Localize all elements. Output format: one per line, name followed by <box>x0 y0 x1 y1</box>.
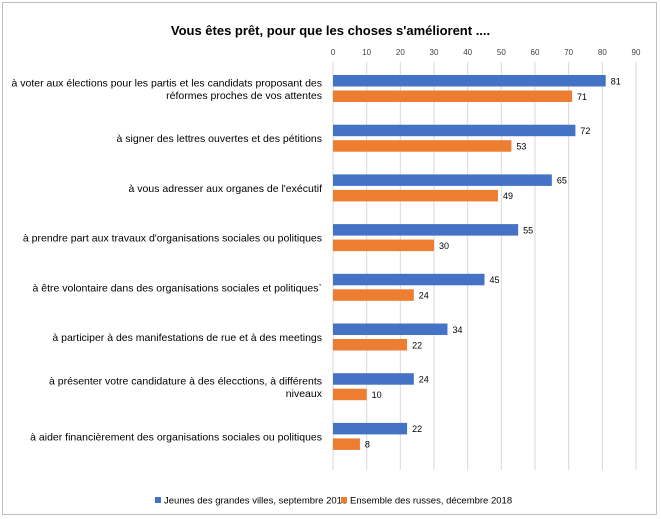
legend-label: Jeunes des grandes villes, septembre 201… <box>164 496 347 507</box>
category-label: niveaux <box>286 388 323 400</box>
data-label: 24 <box>419 291 429 301</box>
data-label: 24 <box>419 374 429 384</box>
x-tick-label: 20 <box>396 48 405 57</box>
data-label: 53 <box>516 141 526 151</box>
legend-label: Ensemble des russes, décembre 2018 <box>350 496 512 507</box>
bar-ensemble <box>333 388 367 401</box>
data-label: 49 <box>503 191 513 201</box>
bar-jeunes <box>333 422 408 435</box>
data-label: 71 <box>577 92 587 102</box>
bar-jeunes <box>333 323 448 335</box>
category-label: à voter aux élections pour les partis et… <box>11 77 322 89</box>
bar-jeunes <box>333 373 414 385</box>
x-axis-ticks: 0 10 20 30 40 50 60 70 80 90 <box>331 48 641 57</box>
x-tick-label: 60 <box>531 48 540 57</box>
data-label: 65 <box>557 176 567 186</box>
category-label: réformes proches de vos attentes <box>166 90 322 102</box>
category-label: à signer des lettres ouvertes et des pét… <box>117 133 322 145</box>
bar-ensemble <box>333 140 512 152</box>
bar-jeunes <box>333 224 519 236</box>
data-label: 81 <box>611 76 621 86</box>
x-tick-label: 0 <box>331 48 336 57</box>
bar-ensemble <box>333 438 360 450</box>
x-tick-label: 80 <box>598 48 607 57</box>
data-label: 55 <box>523 225 533 235</box>
data-label: 22 <box>412 424 422 434</box>
x-tick-label: 40 <box>463 48 472 57</box>
category-label: à vous adresser aux organes de l'exécuti… <box>129 183 323 195</box>
chart-title: Vous êtes prêt, pour que les choses s'am… <box>170 23 491 38</box>
category-label: à aider financièrement des organisations… <box>30 431 322 443</box>
bar-ensemble <box>333 339 408 351</box>
bar-jeunes <box>333 174 552 186</box>
legend: Jeunes des grandes villes, septembre 201… <box>155 496 512 507</box>
category-label: à participer à des manifestations de rue… <box>52 332 322 344</box>
data-label: 72 <box>580 126 590 136</box>
x-tick-label: 10 <box>362 48 371 57</box>
x-tick-label: 50 <box>497 48 506 57</box>
bar-ensemble <box>333 239 434 252</box>
data-label: 10 <box>372 390 382 400</box>
category-label: à être volontaire dans des organisations… <box>32 282 322 294</box>
bar-jeunes <box>333 75 606 87</box>
bar-ensemble <box>333 189 498 202</box>
category-label: à présenter votre candidature à des élec… <box>49 375 322 387</box>
data-label: 34 <box>452 325 462 335</box>
data-label: 22 <box>412 340 422 350</box>
category-labels: à voter aux élections pour les partis et… <box>11 77 322 443</box>
data-label: 45 <box>490 275 500 285</box>
x-tick-label: 90 <box>632 48 641 57</box>
bar-ensemble <box>333 90 573 102</box>
bars: 81 71 72 53 65 49 55 30 45 24 34 22 24 10 22 8 <box>333 75 621 450</box>
chart-frame <box>2 2 657 515</box>
data-label: 30 <box>439 241 449 251</box>
category-label: à prendre part aux travaux d'organisatio… <box>23 233 322 245</box>
x-tick-label: 70 <box>564 48 573 57</box>
bar-ensemble <box>333 289 414 301</box>
legend-swatch-jeunes <box>155 497 161 503</box>
legend-swatch-ensemble <box>341 497 347 503</box>
gridlines <box>332 62 637 470</box>
x-tick-label: 30 <box>430 48 439 57</box>
bar-jeunes <box>333 124 576 137</box>
bar-jeunes <box>333 273 485 286</box>
data-label: 8 <box>365 440 370 450</box>
